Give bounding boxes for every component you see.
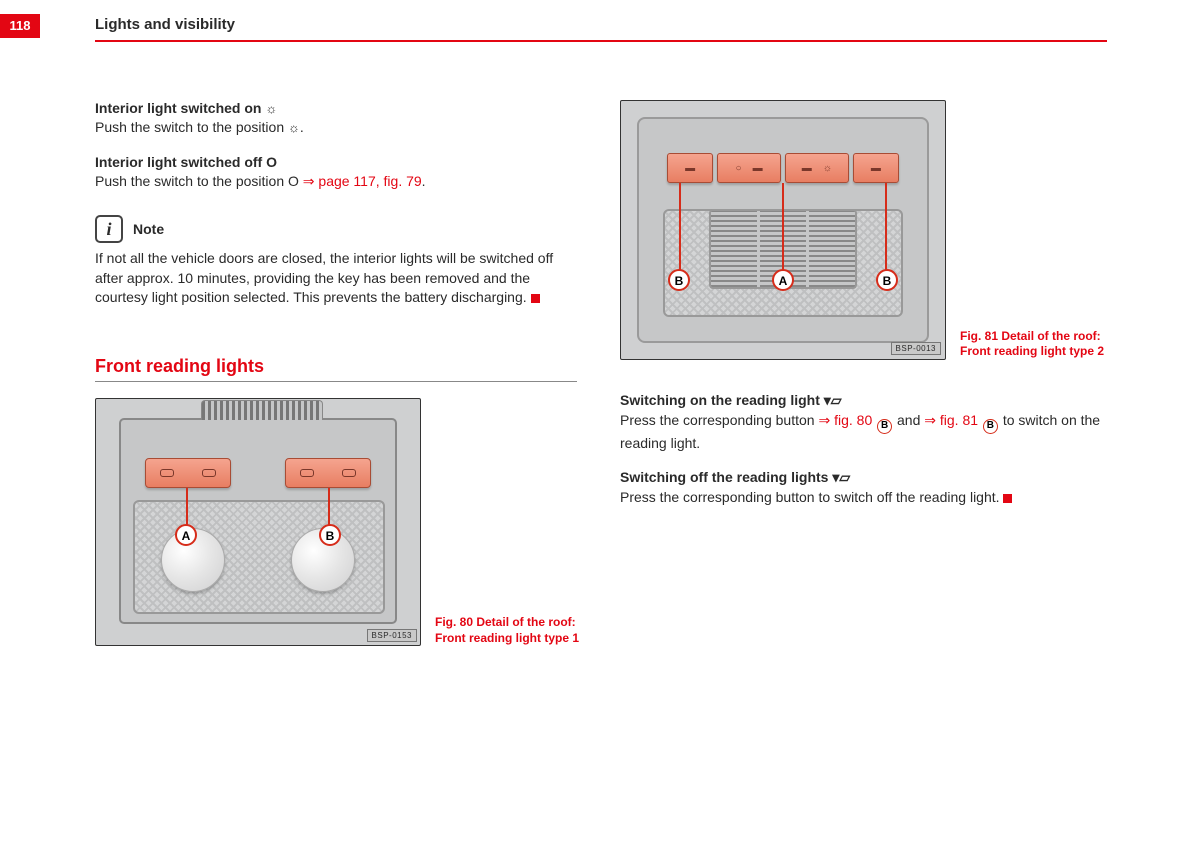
cross-ref-link[interactable]: ⇒ page 117, fig. 79 <box>303 173 422 189</box>
button-symbol <box>160 469 174 477</box>
callout-line <box>885 183 887 271</box>
heading-text: Interior light switched on <box>95 100 265 116</box>
body-switch-off: Press the corresponding button to switch… <box>620 488 1108 508</box>
button-bar-left <box>145 458 231 488</box>
light-on-icon: ☼ <box>288 120 300 135</box>
courtesy-light-button[interactable]: ○ ▬ <box>717 153 781 183</box>
cross-ref-link[interactable]: ⇒ fig. 80 <box>818 412 872 428</box>
para-interior-off: Interior light switched off O Push the s… <box>95 154 577 192</box>
button-symbol <box>300 469 314 477</box>
text: Switching on the reading light <box>620 392 824 408</box>
para-interior-on: Interior light switched on ☼ Push the sw… <box>95 100 577 138</box>
light-on-icon: ☼ <box>265 101 277 116</box>
reading-light-icon: ▾▱ <box>824 392 842 408</box>
figure-80-frame: A B BSP-0153 <box>95 398 421 646</box>
header-divider <box>95 40 1107 42</box>
callout-line <box>679 183 681 271</box>
reading-light-button[interactable]: ▬ <box>667 153 713 183</box>
callout-marker-b: B <box>668 269 690 291</box>
left-column: Interior light switched on ☼ Push the sw… <box>95 100 577 646</box>
callout-ref-b: B <box>877 419 892 434</box>
reading-light-icon: ▾▱ <box>832 469 850 485</box>
note-heading-row: i Note <box>95 215 577 243</box>
reading-light-button-left[interactable] <box>145 458 231 488</box>
text: If not all the vehicle doors are closed,… <box>95 250 553 305</box>
roof-panel: A B <box>119 418 397 624</box>
text: Switching off the reading lights <box>620 469 832 485</box>
body-switch-on: Press the corresponding button ⇒ fig. 80… <box>620 411 1108 453</box>
right-column: ▬ ○ ▬ ▬ ☼ ▬ B A B BSP-0013 Fig. 81 Detai… <box>620 100 1108 524</box>
page-title: Lights and visibility <box>95 16 235 33</box>
body-interior-on: Push the switch to the position ☼. <box>95 118 577 138</box>
heading-interior-on: Interior light switched on ☼ <box>95 100 577 116</box>
reading-light-button-right[interactable] <box>285 458 371 488</box>
text: Push the switch to the position <box>95 119 288 135</box>
reading-light-button[interactable]: ▬ <box>853 153 899 183</box>
figure-80: A B BSP-0153 Fig. 80 Detail of the roof:… <box>95 398 421 646</box>
text: . <box>422 173 426 189</box>
section-divider <box>95 381 577 383</box>
figure-81-frame: ▬ ○ ▬ ▬ ☼ ▬ B A B BSP-0013 <box>620 100 946 360</box>
text: Press the corresponding button to switch… <box>620 489 1003 505</box>
caption-line: Front reading light type 1 <box>435 631 585 647</box>
section-title: Front reading lights <box>95 356 577 377</box>
para-switch-off: Switching off the reading lights ▾▱ Pres… <box>620 469 1108 508</box>
para-switch-on: Switching on the reading light ▾▱ Press … <box>620 392 1108 453</box>
note-label: Note <box>133 221 164 237</box>
button-bar-right <box>285 458 371 488</box>
callout-line <box>186 488 188 526</box>
figure-code: BSP-0013 <box>891 342 941 355</box>
text: . <box>300 119 304 135</box>
info-icon: i <box>95 215 123 243</box>
heading-interior-off: Interior light switched off O <box>95 154 577 170</box>
figure-81: ▬ ○ ▬ ▬ ☼ ▬ B A B BSP-0013 Fig. 81 Detai… <box>620 100 946 360</box>
callout-line <box>782 183 784 271</box>
end-of-section-icon <box>1003 494 1012 503</box>
button-symbol <box>202 469 216 477</box>
callout-line <box>328 488 330 526</box>
roof-panel: ▬ ○ ▬ ▬ ☼ ▬ B A B <box>637 117 929 343</box>
note-body: If not all the vehicle doors are closed,… <box>95 249 577 308</box>
vent-slots <box>201 400 323 420</box>
cross-ref-link[interactable]: ⇒ fig. 81 <box>924 412 978 428</box>
figure-81-caption: Fig. 81 Detail of the roof: Front readin… <box>960 329 1110 360</box>
caption-line: Fig. 81 Detail of the roof: <box>960 329 1110 345</box>
button-row: ▬ ○ ▬ ▬ ☼ ▬ <box>667 153 899 183</box>
caption-line: Front reading light type 2 <box>960 344 1110 360</box>
page-number-badge: 118 <box>0 14 40 38</box>
heading-switch-on: Switching on the reading light ▾▱ <box>620 392 1108 409</box>
body-interior-off: Push the switch to the position O ⇒ page… <box>95 172 577 192</box>
callout-marker-b: B <box>876 269 898 291</box>
interior-light-button[interactable]: ▬ ☼ <box>785 153 849 183</box>
text: Push the switch to the position O <box>95 173 303 189</box>
text: Press the corresponding button <box>620 412 818 428</box>
caption-line: Fig. 80 Detail of the roof: <box>435 615 585 631</box>
button-symbol <box>342 469 356 477</box>
figure-80-caption: Fig. 80 Detail of the roof: Front readin… <box>435 615 585 646</box>
text: and <box>897 412 924 428</box>
callout-ref-b: B <box>983 419 998 434</box>
figure-code: BSP-0153 <box>367 629 417 642</box>
end-of-section-icon <box>531 294 540 303</box>
heading-switch-off: Switching off the reading lights ▾▱ <box>620 469 1108 486</box>
callout-marker-a: A <box>772 269 794 291</box>
